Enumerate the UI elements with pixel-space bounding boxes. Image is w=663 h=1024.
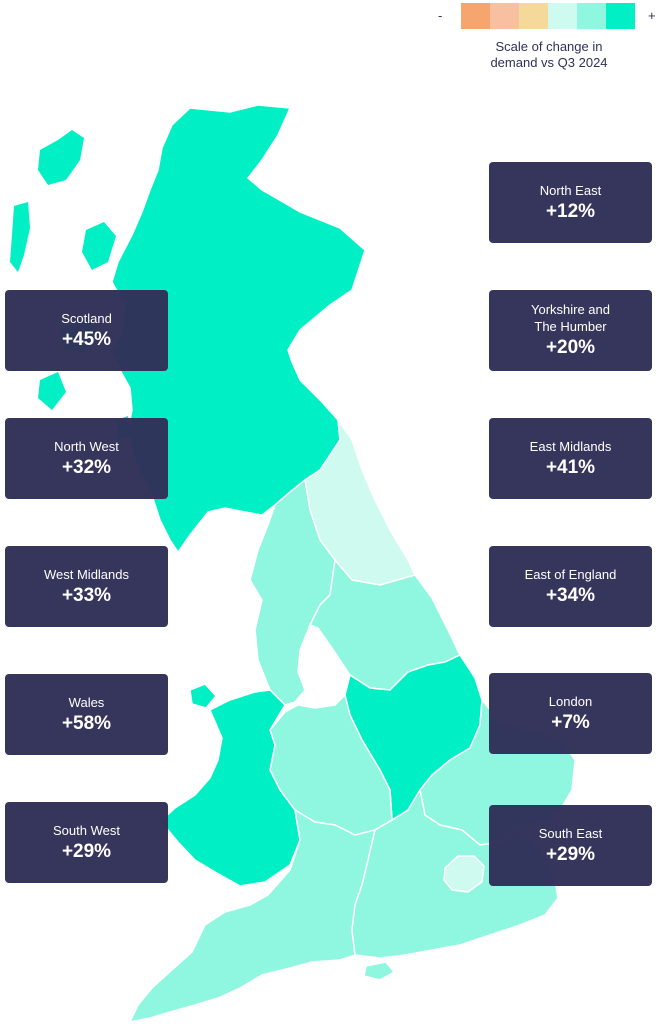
card-east-of-england[interactable]: East of England +34% <box>489 546 652 627</box>
island-islay <box>38 372 66 410</box>
card-north-east[interactable]: North East +12% <box>489 162 652 243</box>
card-wales[interactable]: Wales +58% <box>5 674 168 755</box>
legend: - + Scale of change in demand vs Q3 2024 <box>434 2 660 72</box>
card-south-east[interactable]: South East +29% <box>489 805 652 886</box>
card-region-value: +33% <box>61 584 112 606</box>
card-region-name: London <box>548 693 593 709</box>
card-south-west[interactable]: South West +29% <box>5 802 168 883</box>
legend-swatch <box>519 3 548 29</box>
card-london[interactable]: London +7% <box>489 673 652 754</box>
legend-caption-line: demand vs Q3 2024 <box>490 55 608 70</box>
card-west-midlands[interactable]: West Midlands +33% <box>5 546 168 627</box>
card-region-value: +41% <box>545 456 596 478</box>
card-region-name: North West <box>54 438 119 454</box>
legend-caption: Scale of change in demand vs Q3 2024 <box>474 39 624 71</box>
island-anglesey <box>189 683 217 709</box>
card-region-value: +45% <box>61 328 112 350</box>
card-region-name: North East <box>539 182 602 198</box>
card-north-west[interactable]: North West +32% <box>5 418 168 499</box>
card-region-value: +20% <box>545 337 596 358</box>
card-east-midlands[interactable]: East Midlands +41% <box>489 418 652 499</box>
legend-plus: + <box>648 8 656 23</box>
legend-swatch <box>606 3 635 29</box>
card-region-value: +29% <box>545 843 596 865</box>
card-region-value: +34% <box>545 584 596 606</box>
legend-swatch <box>461 3 490 29</box>
card-region-name: The Humber <box>534 319 607 334</box>
card-region-value: +7% <box>551 711 590 733</box>
card-yorkshire[interactable]: Yorkshire and The Humber +20% <box>489 290 652 371</box>
card-region-name: Scotland <box>61 310 112 326</box>
card-region-name: East of England <box>524 566 617 582</box>
legend-scale <box>461 3 635 29</box>
card-region-name: Wales <box>68 694 105 710</box>
legend-minus: - <box>438 8 443 23</box>
card-scotland[interactable]: Scotland +45% <box>5 290 168 371</box>
card-region-value: +58% <box>61 712 112 734</box>
legend-caption-line: Scale of change in <box>495 39 603 54</box>
card-region-name: East Midlands <box>529 438 612 454</box>
island-uist <box>10 202 30 272</box>
legend-swatch <box>577 3 606 29</box>
card-region-name: West Midlands <box>43 566 129 582</box>
card-region-value: +32% <box>61 456 112 478</box>
legend-swatch <box>490 3 519 29</box>
region-south-east[interactable] <box>351 787 559 959</box>
card-region-value: +12% <box>545 200 596 222</box>
card-region-name: South East <box>538 825 603 841</box>
legend-swatch <box>548 3 577 29</box>
card-region-name: South West <box>53 822 120 838</box>
region-wales[interactable] <box>158 689 301 887</box>
island-lewis <box>38 130 84 185</box>
island-skye <box>82 222 116 270</box>
card-region-name: Yorkshire and <box>530 302 610 317</box>
island-wight <box>363 961 396 981</box>
card-region-value: +29% <box>61 840 112 862</box>
